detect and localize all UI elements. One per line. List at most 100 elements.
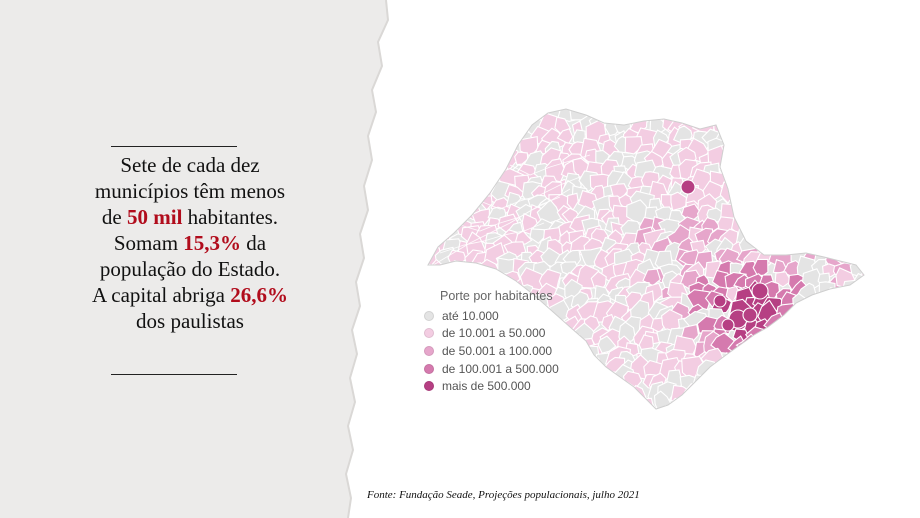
municipality-cell: [820, 299, 837, 314]
legend-label: de 50.001 a 100.000: [442, 343, 553, 358]
municipality-cell: [743, 173, 765, 197]
municipality-cell: [499, 109, 516, 125]
municipality-cell: [738, 151, 758, 169]
municipality-cell: [446, 260, 465, 281]
municipality-cell: [758, 186, 776, 206]
municipality-cell: [823, 400, 850, 409]
municipality-cell: [838, 338, 853, 355]
municipality-cell: [841, 316, 864, 334]
municipality-cell: [508, 393, 528, 409]
municipality-cell: [824, 330, 846, 348]
municipality-cell: [762, 153, 790, 178]
municipality-cell: [753, 366, 776, 396]
municipality-cell: [606, 109, 627, 117]
municipality-cell: [452, 404, 471, 409]
municipality-cell: [566, 405, 588, 409]
municipality-cell: [865, 184, 870, 201]
municipality-cell: [579, 380, 598, 400]
municipality-cell: [828, 380, 849, 404]
legend-label: de 10.001 a 50.000: [442, 326, 546, 341]
municipality-cell: [838, 208, 857, 229]
municipality-cell: [804, 225, 820, 243]
municipality-cell: [452, 159, 475, 186]
municipality-cell: [523, 395, 542, 409]
municipality-cell: [829, 109, 850, 123]
municipality-cell: [468, 410, 482, 415]
municipality-cell: [468, 130, 489, 148]
municipality-cell: [428, 169, 450, 196]
municipality-cell: [576, 354, 604, 381]
municipality-cell: [718, 114, 743, 139]
municipality-cell: [460, 169, 481, 191]
municipality-cell: [738, 197, 753, 213]
municipality-cell: [785, 149, 805, 175]
municipality-cell: [835, 363, 861, 384]
municipality-cell: [803, 138, 830, 158]
municipality-cell: [825, 240, 841, 255]
municipality-cell: [828, 370, 849, 393]
municipality-cell: [740, 159, 758, 179]
municipality-cell: [771, 343, 791, 358]
municipality-cell: [779, 129, 805, 152]
municipality-cell: [748, 114, 768, 135]
municipality-cell: [459, 109, 478, 124]
municipality-cell: [758, 350, 784, 371]
municipality-cell: [759, 195, 783, 217]
large-city-cell: [721, 318, 735, 332]
municipality-cell: [732, 116, 752, 133]
municipality-cell: [766, 109, 791, 127]
municipality-cell: [771, 326, 790, 350]
municipality-cell: [806, 217, 826, 237]
legend-item-100001-500000: de 100.001 a 500.000: [424, 360, 559, 378]
large-city-cell: [680, 179, 696, 195]
municipality-cell: [420, 410, 431, 415]
municipality-cell: [780, 340, 796, 355]
municipality-cell: [592, 109, 612, 116]
municipality-cell: [750, 207, 768, 223]
legend-item-ate-10000: até 10.000: [424, 307, 559, 325]
headline-line-3: de 50 mil habitantes.: [40, 204, 340, 230]
municipality-cell: [830, 166, 853, 185]
municipality-cell: [814, 303, 838, 323]
municipality-cell: [622, 109, 640, 119]
municipality-cell: [433, 109, 456, 114]
municipality-cell: [842, 124, 864, 150]
municipality-cell: [795, 184, 818, 209]
municipality-cell: [764, 177, 780, 192]
municipality-cell: [429, 159, 448, 177]
municipality-cell: [592, 365, 608, 383]
municipality-cell: [811, 203, 836, 229]
municipality-cell: [850, 122, 864, 140]
municipality-cell: [800, 316, 824, 340]
municipality-cell: [849, 358, 864, 379]
municipality-cell: [765, 330, 786, 351]
municipality-cell: [822, 110, 846, 139]
municipality-cell: [470, 392, 486, 409]
municipality-cell: [597, 335, 617, 354]
municipality-cell: [820, 227, 846, 255]
municipality-cell: [630, 405, 651, 409]
municipality-cell: [803, 206, 821, 222]
map-legend: Porte por habitantes até 10.000 de 10.00…: [424, 289, 559, 395]
municipality-cell: [470, 140, 490, 160]
torn-paper-background: [0, 0, 390, 518]
municipality-cell: [798, 400, 819, 409]
municipality-cell: [728, 162, 752, 187]
municipality-cell: [847, 226, 864, 245]
municipality-cell: [832, 390, 848, 409]
municipality-cell: [844, 109, 864, 127]
municipality-cell: [815, 411, 831, 415]
headline-text-fragment: A capital abriga: [92, 283, 231, 307]
municipality-cell: [554, 406, 572, 409]
municipality-cell: [846, 294, 864, 317]
municipality-cell: [830, 360, 847, 378]
municipality-cell: [860, 315, 864, 331]
municipality-cell: [791, 330, 811, 349]
municipality-cell: [472, 109, 496, 119]
headline-line-2: municípios têm menos: [94, 179, 286, 203]
large-city-cell: [751, 282, 769, 300]
municipality-cell: [450, 393, 474, 409]
municipality-cell: [812, 113, 839, 135]
municipality-cell: [755, 335, 779, 360]
municipality-cell: [540, 402, 562, 409]
